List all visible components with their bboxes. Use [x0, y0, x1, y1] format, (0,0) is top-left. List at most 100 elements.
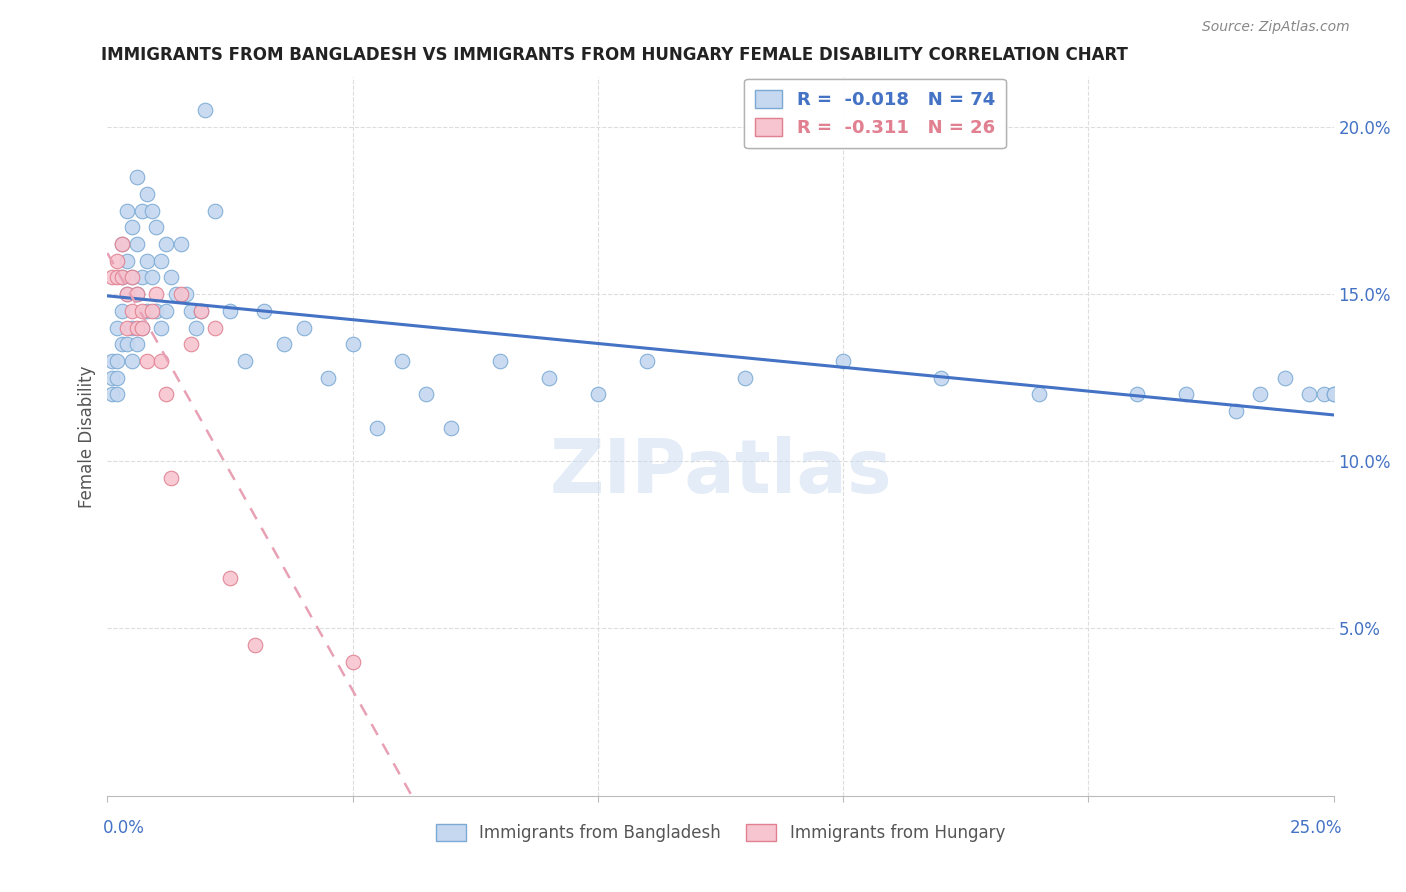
Text: 25.0%: 25.0% [1291, 819, 1343, 837]
Point [141, 270, 163, 285]
Point [1175, 387, 1198, 401]
Point [165, 287, 187, 301]
Point [440, 421, 463, 435]
Point [135, 304, 157, 318]
Point [273, 337, 295, 351]
Point [105, 270, 128, 285]
Point [194, 103, 217, 118]
Point [135, 186, 157, 201]
Point [1249, 387, 1271, 401]
Point [174, 287, 197, 301]
Point [190, 304, 212, 318]
Point [832, 354, 855, 368]
Legend: R =  -0.018   N = 74, R =  -0.311   N = 26: R = -0.018 N = 74, R = -0.311 N = 26 [744, 78, 1005, 148]
Point [1323, 387, 1346, 401]
Point [141, 304, 163, 318]
Point [219, 304, 242, 318]
Point [115, 287, 138, 301]
Point [586, 387, 609, 401]
Point [105, 387, 128, 401]
Point [253, 304, 276, 318]
Point [121, 304, 143, 318]
Point [180, 304, 202, 318]
Point [101, 354, 124, 368]
Point [150, 253, 173, 268]
Text: ZIPatlas: ZIPatlas [550, 435, 891, 508]
Point [155, 304, 177, 318]
Point [111, 237, 134, 252]
Point [101, 270, 124, 285]
Point [145, 220, 167, 235]
Point [105, 354, 128, 368]
Point [131, 320, 153, 334]
Point [131, 320, 153, 334]
Point [111, 270, 134, 285]
Point [105, 370, 128, 384]
Point [125, 287, 148, 301]
Point [111, 270, 134, 285]
Point [101, 387, 124, 401]
Point [121, 220, 143, 235]
Point [105, 253, 128, 268]
Point [115, 337, 138, 351]
Point [734, 370, 756, 384]
Point [101, 370, 124, 384]
Point [342, 337, 364, 351]
Point [1323, 387, 1346, 401]
Text: Source: ZipAtlas.com: Source: ZipAtlas.com [1202, 20, 1350, 34]
Point [125, 237, 148, 252]
Point [488, 354, 510, 368]
Point [636, 354, 658, 368]
Point [105, 320, 128, 334]
Point [204, 203, 226, 218]
Point [1313, 387, 1336, 401]
Point [180, 337, 202, 351]
Point [929, 370, 952, 384]
Point [160, 471, 183, 485]
Point [125, 170, 148, 185]
Point [135, 354, 157, 368]
Point [111, 337, 134, 351]
Y-axis label: Female Disability: Female Disability [79, 365, 96, 508]
Point [131, 203, 153, 218]
Point [170, 287, 193, 301]
Point [145, 304, 167, 318]
Point [342, 655, 364, 669]
Point [243, 638, 266, 652]
Point [292, 320, 315, 334]
Point [135, 253, 157, 268]
Point [190, 304, 212, 318]
Point [125, 337, 148, 351]
Point [125, 287, 148, 301]
Point [1274, 370, 1296, 384]
Point [145, 287, 167, 301]
Point [115, 320, 138, 334]
Point [125, 320, 148, 334]
Point [155, 237, 177, 252]
Point [121, 320, 143, 334]
Point [111, 237, 134, 252]
Point [1225, 404, 1247, 418]
Point [537, 370, 560, 384]
Text: 0.0%: 0.0% [103, 819, 145, 837]
Point [204, 320, 226, 334]
Point [115, 253, 138, 268]
Point [121, 270, 143, 285]
Point [160, 270, 183, 285]
Point [219, 571, 242, 585]
Point [316, 370, 339, 384]
Point [415, 387, 437, 401]
Point [111, 304, 134, 318]
Point [150, 354, 173, 368]
Point [141, 203, 163, 218]
Point [184, 320, 207, 334]
Point [233, 354, 256, 368]
Point [131, 304, 153, 318]
Point [121, 354, 143, 368]
Point [155, 387, 177, 401]
Point [170, 237, 193, 252]
Point [391, 354, 413, 368]
Point [150, 320, 173, 334]
Point [366, 421, 388, 435]
Point [131, 270, 153, 285]
